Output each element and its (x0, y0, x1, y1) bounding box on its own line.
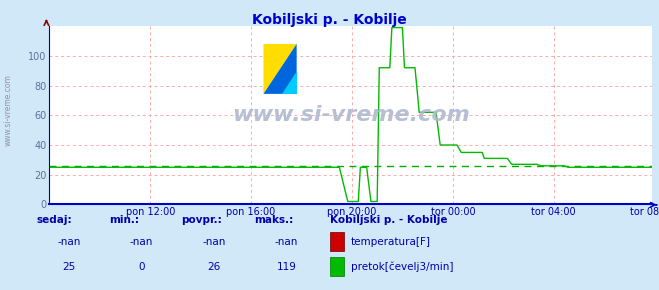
Text: pretok[čevelj3/min]: pretok[čevelj3/min] (351, 261, 453, 272)
Text: www.si-vreme.com: www.si-vreme.com (3, 74, 13, 146)
Text: Kobiljski p. - Kobilje: Kobiljski p. - Kobilje (330, 215, 447, 225)
Text: www.si-vreme.com: www.si-vreme.com (232, 105, 470, 125)
Text: temperatura[F]: temperatura[F] (351, 237, 430, 247)
Text: 26: 26 (208, 262, 221, 272)
Text: -nan: -nan (275, 237, 299, 247)
Text: sedaj:: sedaj: (36, 215, 72, 225)
Text: 25: 25 (63, 262, 76, 272)
Text: 0: 0 (138, 262, 145, 272)
Text: 119: 119 (277, 262, 297, 272)
Polygon shape (264, 44, 297, 94)
Text: povpr.:: povpr.: (181, 215, 222, 225)
Polygon shape (264, 44, 297, 94)
Text: min.:: min.: (109, 215, 139, 225)
Text: Kobiljski p. - Kobilje: Kobiljski p. - Kobilje (252, 13, 407, 27)
Text: -nan: -nan (130, 237, 154, 247)
Text: maks.:: maks.: (254, 215, 293, 225)
Text: -nan: -nan (202, 237, 226, 247)
Polygon shape (282, 71, 297, 94)
Text: -nan: -nan (57, 237, 81, 247)
